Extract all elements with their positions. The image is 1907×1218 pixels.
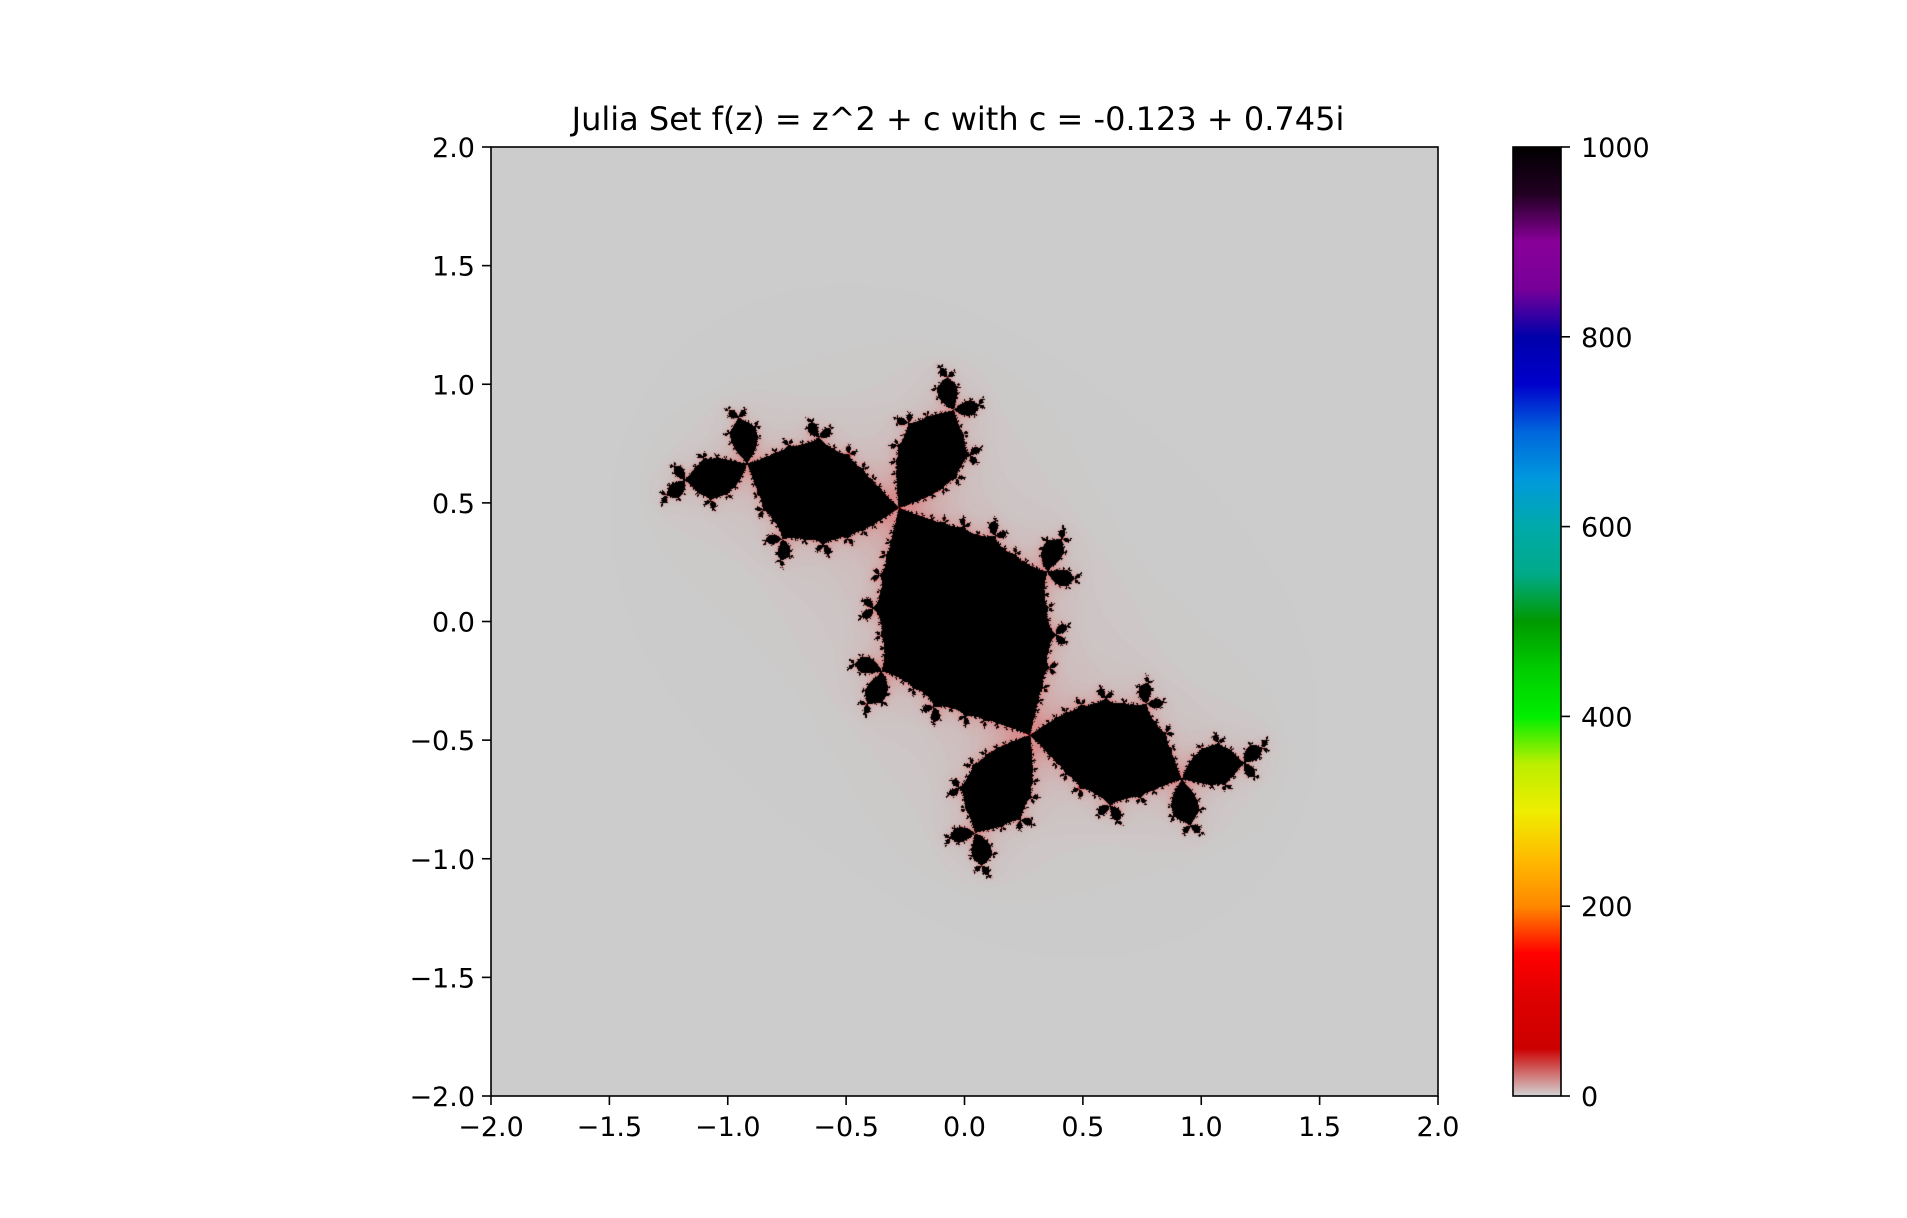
colorbar-ticks: 0 200 400 600 800 1000 xyxy=(1561,133,1650,1113)
y-tick-label: 0.5 xyxy=(432,489,475,520)
colorbar-tick-label: 800 xyxy=(1581,323,1633,354)
x-tick-label: −0.5 xyxy=(813,1112,879,1143)
y-tick-label: −0.5 xyxy=(409,726,475,757)
x-tick-label: 1.0 xyxy=(1180,1112,1223,1143)
x-tick-label: 2.0 xyxy=(1417,1112,1460,1143)
x-tick-label: −1.0 xyxy=(695,1112,761,1143)
plot-area xyxy=(490,146,1439,1097)
colorbar-tick-label: 200 xyxy=(1581,892,1633,923)
y-tick-label: −2.0 xyxy=(409,1082,475,1113)
colorbar-tick-label: 0 xyxy=(1581,1082,1598,1113)
x-tick-label: 1.5 xyxy=(1298,1112,1341,1143)
x-tick-label: 0.0 xyxy=(943,1112,986,1143)
colorbar-tick-label: 400 xyxy=(1581,702,1633,733)
y-tick-label: 1.5 xyxy=(432,252,475,283)
y-tick-label: −1.0 xyxy=(409,845,475,876)
y-tick-label: 0.0 xyxy=(432,608,475,639)
x-tick-label: −2.0 xyxy=(458,1112,524,1143)
colorbar-tick-label: 600 xyxy=(1581,513,1633,544)
y-tick-label: 1.0 xyxy=(432,370,475,401)
y-tick-label: 2.0 xyxy=(432,133,475,164)
x-axis: −2.0 −1.5 −1.0 −0.5 0.0 0.5 1.0 1.5 2.0 xyxy=(458,1096,1459,1143)
colorbar: 0 200 400 600 800 1000 xyxy=(1512,133,1650,1113)
colorbar-tick-label: 1000 xyxy=(1581,133,1650,164)
colorbar-gradient xyxy=(1512,146,1562,1097)
x-tick-label: 0.5 xyxy=(1061,1112,1104,1143)
chart-title: Julia Set f(z) = z^2 + c with c = -0.123… xyxy=(570,100,1345,138)
x-tick-label: −1.5 xyxy=(577,1112,643,1143)
julia-set-image xyxy=(491,147,1438,1096)
y-tick-label: −1.5 xyxy=(409,963,475,994)
y-axis: −2.0 −1.5 −1.0 −0.5 0.0 0.5 1.0 1.5 2.0 xyxy=(409,133,491,1113)
